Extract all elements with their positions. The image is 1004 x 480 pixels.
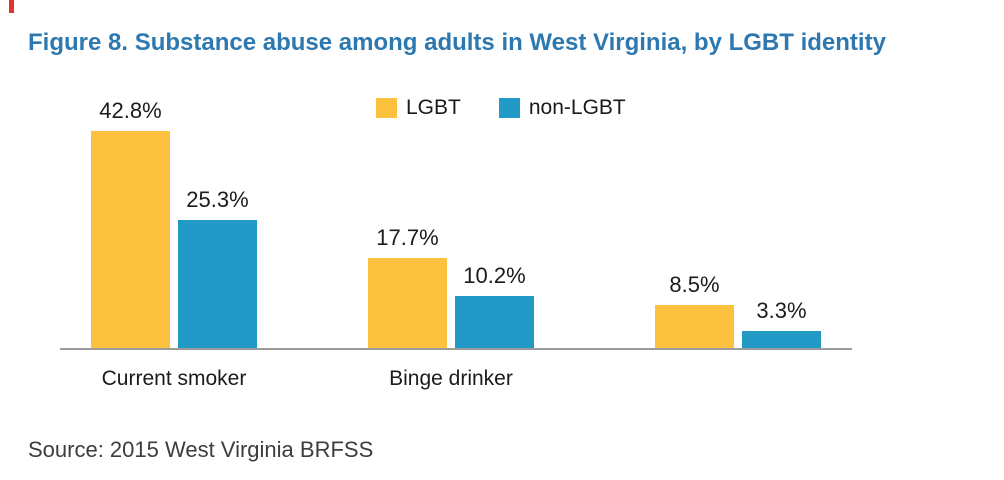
- legend-swatch-lgbt: [376, 98, 397, 118]
- figure-title: Figure 8. Substance abuse among adults i…: [28, 29, 886, 56]
- value-label: 42.8%: [99, 98, 162, 123]
- legend-item-lgbt: LGBT: [376, 96, 461, 120]
- category-label: Binge drinker: [389, 367, 513, 390]
- legend-label-non-lgbt: non-LGBT: [528, 96, 626, 119]
- category-label: Current smoker: [101, 367, 247, 390]
- bar-lgbt: [655, 305, 734, 348]
- bar-lgbt: [368, 258, 447, 348]
- source-note: Source: 2015 West Virginia BRFSS: [28, 437, 374, 462]
- bar-non-lgbt: [178, 220, 257, 348]
- legend-swatch-non-lgbt: [498, 98, 520, 118]
- x-axis-line: [60, 348, 852, 350]
- legend: LGBT non-LGBT: [376, 96, 626, 120]
- value-label: 10.2%: [463, 263, 526, 288]
- value-label: 25.3%: [186, 187, 249, 212]
- bar-non-lgbt: [742, 331, 821, 348]
- bar-non-lgbt: [455, 296, 534, 348]
- legend-label-lgbt: LGBT: [406, 96, 461, 119]
- value-label: 17.7%: [376, 225, 439, 250]
- value-label: 3.3%: [756, 298, 807, 323]
- red-corner-mark: [9, 0, 14, 13]
- legend-item-non-lgbt: non-LGBT: [498, 96, 626, 120]
- value-label: 8.5%: [669, 272, 720, 297]
- bar-lgbt: [91, 131, 170, 348]
